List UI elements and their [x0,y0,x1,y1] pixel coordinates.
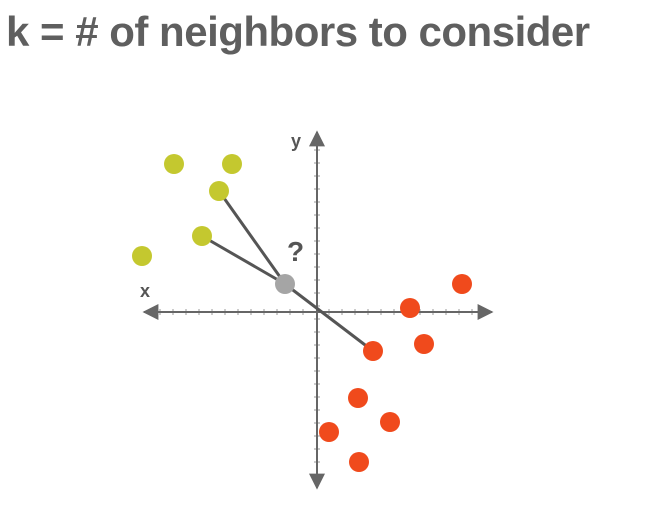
x-axis-label: x [140,281,150,301]
class-b-point [363,341,383,361]
class-b-point [452,274,472,294]
neighbor-line [217,190,287,285]
neighbor-line [201,234,286,286]
class-b-point [319,422,339,442]
class-b-point [400,298,420,318]
y-axis-label: y [291,131,301,151]
class-b-point [414,334,434,354]
class-b-point [380,412,400,432]
class-b-point [348,388,368,408]
slide-title: k = # of neighbors to consider [6,8,590,55]
neighbor-lines [201,190,374,353]
class-b-point [349,452,369,472]
class-a-point [164,154,184,174]
query-point [275,274,295,294]
data-points [132,154,472,472]
class-a-point [192,226,212,246]
neighbor-line [284,282,374,353]
class-a-point [209,181,229,201]
class-a-point [222,154,242,174]
query-question-mark: ? [287,236,304,267]
class-a-point [132,246,152,266]
